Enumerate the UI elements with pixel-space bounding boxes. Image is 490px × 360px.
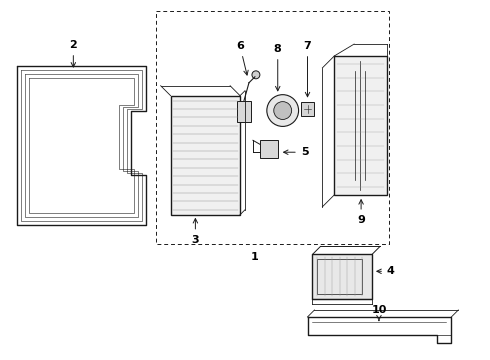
Circle shape xyxy=(252,71,260,79)
Text: 3: 3 xyxy=(192,219,199,244)
Text: 5: 5 xyxy=(284,147,308,157)
Text: 2: 2 xyxy=(70,40,77,67)
Circle shape xyxy=(274,102,292,120)
Circle shape xyxy=(267,95,298,126)
Bar xyxy=(237,100,251,122)
Text: 1: 1 xyxy=(251,252,259,262)
Text: 4: 4 xyxy=(377,266,395,276)
Bar xyxy=(156,11,389,244)
Text: 10: 10 xyxy=(371,305,387,320)
Text: 6: 6 xyxy=(236,41,248,75)
Bar xyxy=(260,140,278,158)
Bar xyxy=(318,260,362,294)
Bar xyxy=(171,96,240,215)
Text: 9: 9 xyxy=(357,200,365,225)
Text: 8: 8 xyxy=(274,44,282,91)
Bar xyxy=(334,56,387,195)
Bar xyxy=(313,255,372,299)
Text: 7: 7 xyxy=(304,41,311,97)
FancyBboxPatch shape xyxy=(300,102,315,116)
